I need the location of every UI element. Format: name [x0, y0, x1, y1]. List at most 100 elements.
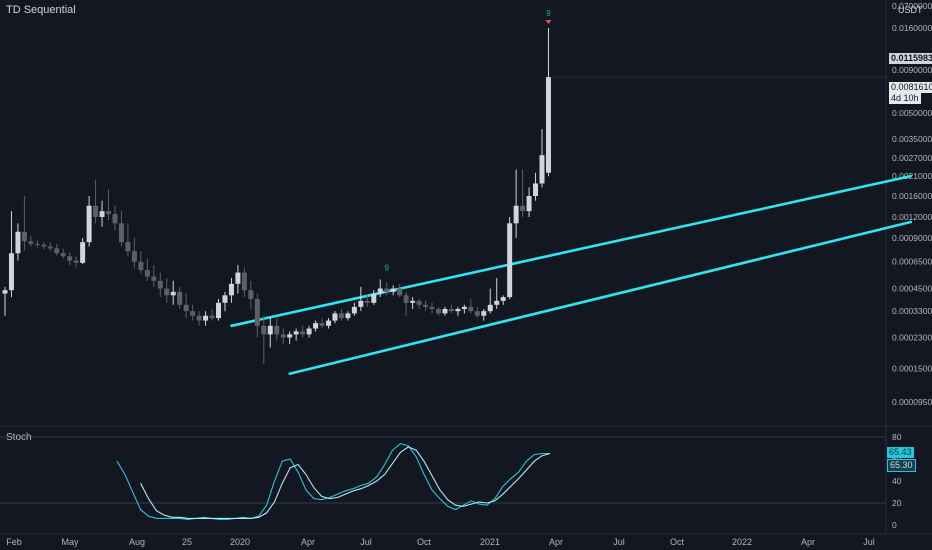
candle-body [41, 244, 47, 247]
candle-body [481, 311, 487, 316]
candle [73, 256, 79, 268]
time-tick-label: Apr [801, 537, 815, 547]
price-tick-label: 0.0016000 [892, 191, 932, 201]
candle-body [21, 231, 27, 242]
candle [319, 318, 325, 329]
candle-body [384, 288, 390, 292]
candle-body [448, 308, 454, 312]
candle-body [520, 205, 526, 212]
candle-body [539, 155, 545, 184]
candle-body [157, 280, 163, 289]
candle-body [28, 241, 34, 244]
candle-body [177, 291, 183, 305]
candle [293, 328, 299, 341]
candle [416, 298, 422, 309]
candle [177, 286, 183, 309]
candle-body [526, 195, 532, 212]
candle-body [461, 306, 467, 309]
candle-body [390, 288, 396, 292]
candle-body [455, 308, 461, 312]
candle-body [397, 288, 403, 296]
time-tick-label: Jul [360, 537, 372, 547]
price-tick-label: 0.0035000 [892, 134, 932, 144]
stoch-d-line [140, 446, 551, 519]
candle-body [500, 297, 506, 301]
candle-body [358, 300, 364, 307]
time-tick-label: Aug [129, 537, 145, 547]
trendline-1[interactable] [230, 174, 913, 328]
price-tick-label: 0.0009000 [892, 233, 932, 243]
candle-body [170, 291, 176, 296]
price-tick-label: 0.0027000 [892, 153, 932, 163]
candle-body [280, 334, 286, 338]
trendline-group [230, 174, 913, 376]
candle [474, 306, 480, 319]
candle-body [8, 253, 14, 291]
candle [513, 169, 519, 238]
candle-body [216, 302, 222, 319]
candle [487, 288, 493, 314]
trendline-2[interactable] [288, 220, 913, 376]
candle-body [261, 325, 267, 335]
candle-body [80, 242, 86, 263]
candle [533, 172, 539, 201]
candle [274, 318, 280, 341]
candle-body [326, 320, 331, 326]
price-tick-label: 0.0050000 [892, 108, 932, 118]
candle-body [125, 242, 131, 252]
candle [358, 286, 364, 312]
candle [455, 306, 461, 316]
candle [209, 308, 215, 321]
td-nine-label: 9 [546, 9, 551, 18]
candle [390, 285, 396, 296]
candle-body [138, 261, 144, 271]
candle [93, 179, 99, 224]
candle [99, 200, 105, 227]
candle [403, 291, 409, 316]
candle [545, 28, 551, 177]
candle [351, 302, 357, 316]
candle [241, 267, 247, 298]
time-tick-label: Jul [613, 537, 625, 547]
last-price-tag: 0.0115983 [889, 53, 932, 64]
candle [157, 272, 163, 298]
candle-body [60, 253, 66, 257]
candle-body [377, 288, 383, 294]
candle [306, 325, 312, 338]
candle [345, 311, 351, 321]
candle-body [47, 246, 53, 249]
time-tick-label: Oct [417, 537, 432, 547]
candle-body [118, 223, 124, 243]
candle [254, 293, 260, 338]
candle-body [300, 331, 306, 335]
candle-body [15, 231, 21, 254]
td-sequential-marks: 99 [385, 9, 886, 272]
candle [326, 318, 331, 329]
candle [526, 187, 532, 217]
candle [47, 242, 53, 252]
candle-body [67, 256, 73, 261]
time-tick-label: Oct [670, 537, 685, 547]
stoch-pane-title[interactable]: Stoch [6, 432, 32, 443]
stoch-tick-label: 40 [892, 476, 902, 486]
candle [15, 223, 21, 261]
sell-arrow-icon [545, 20, 552, 24]
candle [170, 280, 176, 305]
candle-body [183, 304, 189, 312]
candle [384, 282, 390, 296]
indicator-title[interactable]: TD Sequential [6, 4, 76, 16]
candle-body [151, 276, 157, 281]
stoch-tick-label: 20 [892, 498, 902, 508]
time-tick-label: Apr [301, 537, 315, 547]
stoch-tick-label: 0 [892, 520, 897, 530]
candle-body [513, 205, 519, 224]
candle [280, 328, 286, 345]
candle [86, 195, 92, 247]
candle-group [2, 28, 551, 364]
price-tick-label: 0.0003300 [892, 306, 932, 316]
candle [2, 286, 8, 316]
candle-body [306, 328, 312, 335]
candle-body [203, 315, 209, 321]
candle [377, 279, 383, 298]
